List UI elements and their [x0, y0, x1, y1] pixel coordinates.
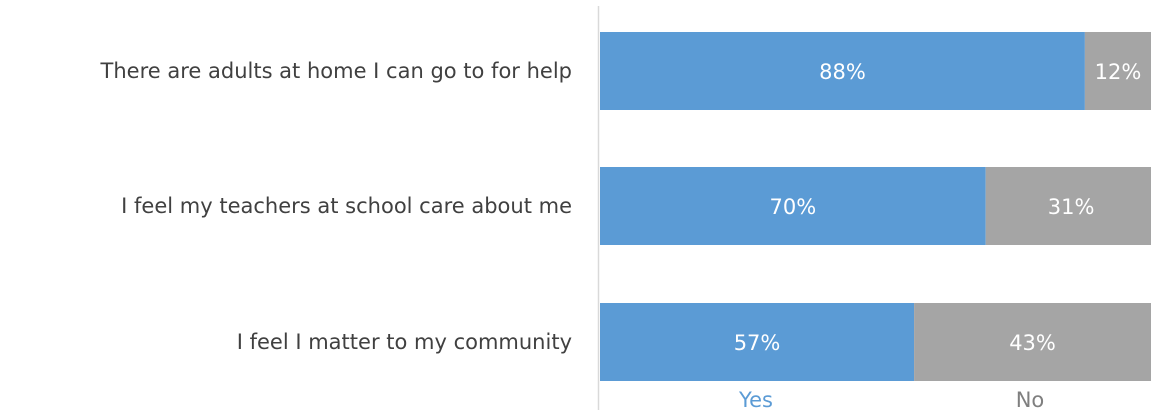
- legend-no: No: [1016, 388, 1045, 412]
- bar-no-3: [914, 303, 1151, 381]
- bar-yes-3: [600, 303, 915, 381]
- data-label-no-3: 43%: [1009, 331, 1056, 355]
- bar-no-1: [1084, 32, 1151, 110]
- bar-no-2: [985, 167, 1151, 245]
- data-label-yes-1: 88%: [819, 60, 866, 84]
- category-label-1: There are adults at home I can go to for…: [100, 59, 572, 83]
- data-label-yes-2: 70%: [770, 195, 817, 219]
- legend-yes: Yes: [738, 388, 773, 412]
- data-label-no-1: 12%: [1095, 60, 1142, 84]
- bars-group: 88% 12% 70% 31% 57% 43%: [600, 32, 1151, 381]
- category-label-2: I feel my teachers at school care about …: [121, 194, 572, 218]
- data-label-yes-3: 57%: [734, 331, 781, 355]
- bar-yes-1: [600, 32, 1085, 110]
- data-label-no-2: 31%: [1048, 195, 1095, 219]
- category-labels: There are adults at home I can go to for…: [100, 59, 572, 354]
- bar-yes-2: [600, 167, 986, 245]
- legend: Yes No: [738, 388, 1044, 412]
- category-label-3: I feel I matter to my community: [237, 330, 572, 354]
